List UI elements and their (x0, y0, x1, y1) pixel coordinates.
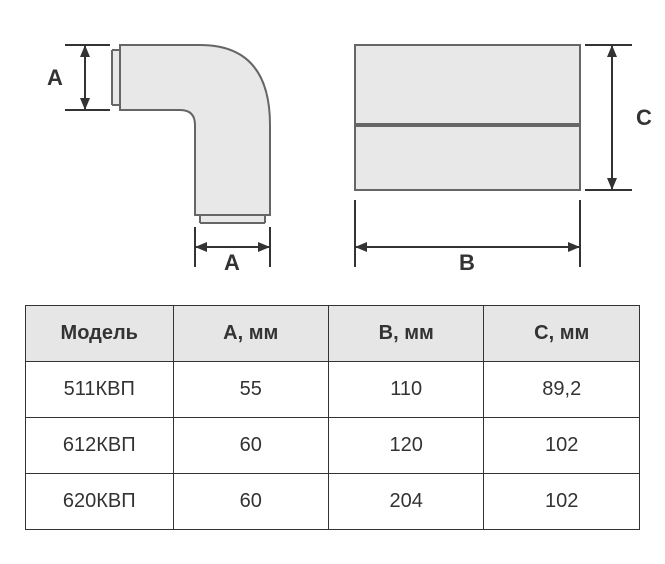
cell-c: 89,2 (484, 362, 640, 418)
cell-b: 110 (329, 362, 484, 418)
rect-dim-c: C (636, 105, 652, 130)
cell-a: 60 (173, 418, 328, 474)
cell-b: 204 (329, 474, 484, 530)
table-row: 620КВП 60 204 102 (26, 474, 640, 530)
col-c: C, мм (484, 306, 640, 362)
elbow-drawing: A A (47, 45, 270, 275)
cell-b: 120 (329, 418, 484, 474)
spec-table: Модель A, мм B, мм C, мм 511КВП 55 110 8… (25, 305, 640, 530)
elbow-dim-a-horizontal: A (224, 250, 240, 275)
spec-table-wrapper: Модель A, мм B, мм C, мм 511КВП 55 110 8… (25, 305, 640, 530)
table-row: 612КВП 60 120 102 (26, 418, 640, 474)
table-row: 511КВП 55 110 89,2 (26, 362, 640, 418)
col-a: A, мм (173, 306, 328, 362)
col-b: B, мм (329, 306, 484, 362)
elbow-dim-a-vertical: A (47, 65, 63, 90)
cell-model: 612КВП (26, 418, 174, 474)
cell-model: 511КВП (26, 362, 174, 418)
spec-sheet: A A B (0, 0, 665, 564)
dimension-drawings: A A B (0, 15, 665, 275)
cell-c: 102 (484, 418, 640, 474)
cell-c: 102 (484, 474, 640, 530)
cell-model: 620КВП (26, 474, 174, 530)
diagram-area: A A B (0, 15, 665, 275)
col-model: Модель (26, 306, 174, 362)
rect-drawing: B C (355, 45, 652, 275)
rect-dim-b: B (459, 250, 475, 275)
table-header-row: Модель A, мм B, мм C, мм (26, 306, 640, 362)
cell-a: 55 (173, 362, 328, 418)
cell-a: 60 (173, 474, 328, 530)
